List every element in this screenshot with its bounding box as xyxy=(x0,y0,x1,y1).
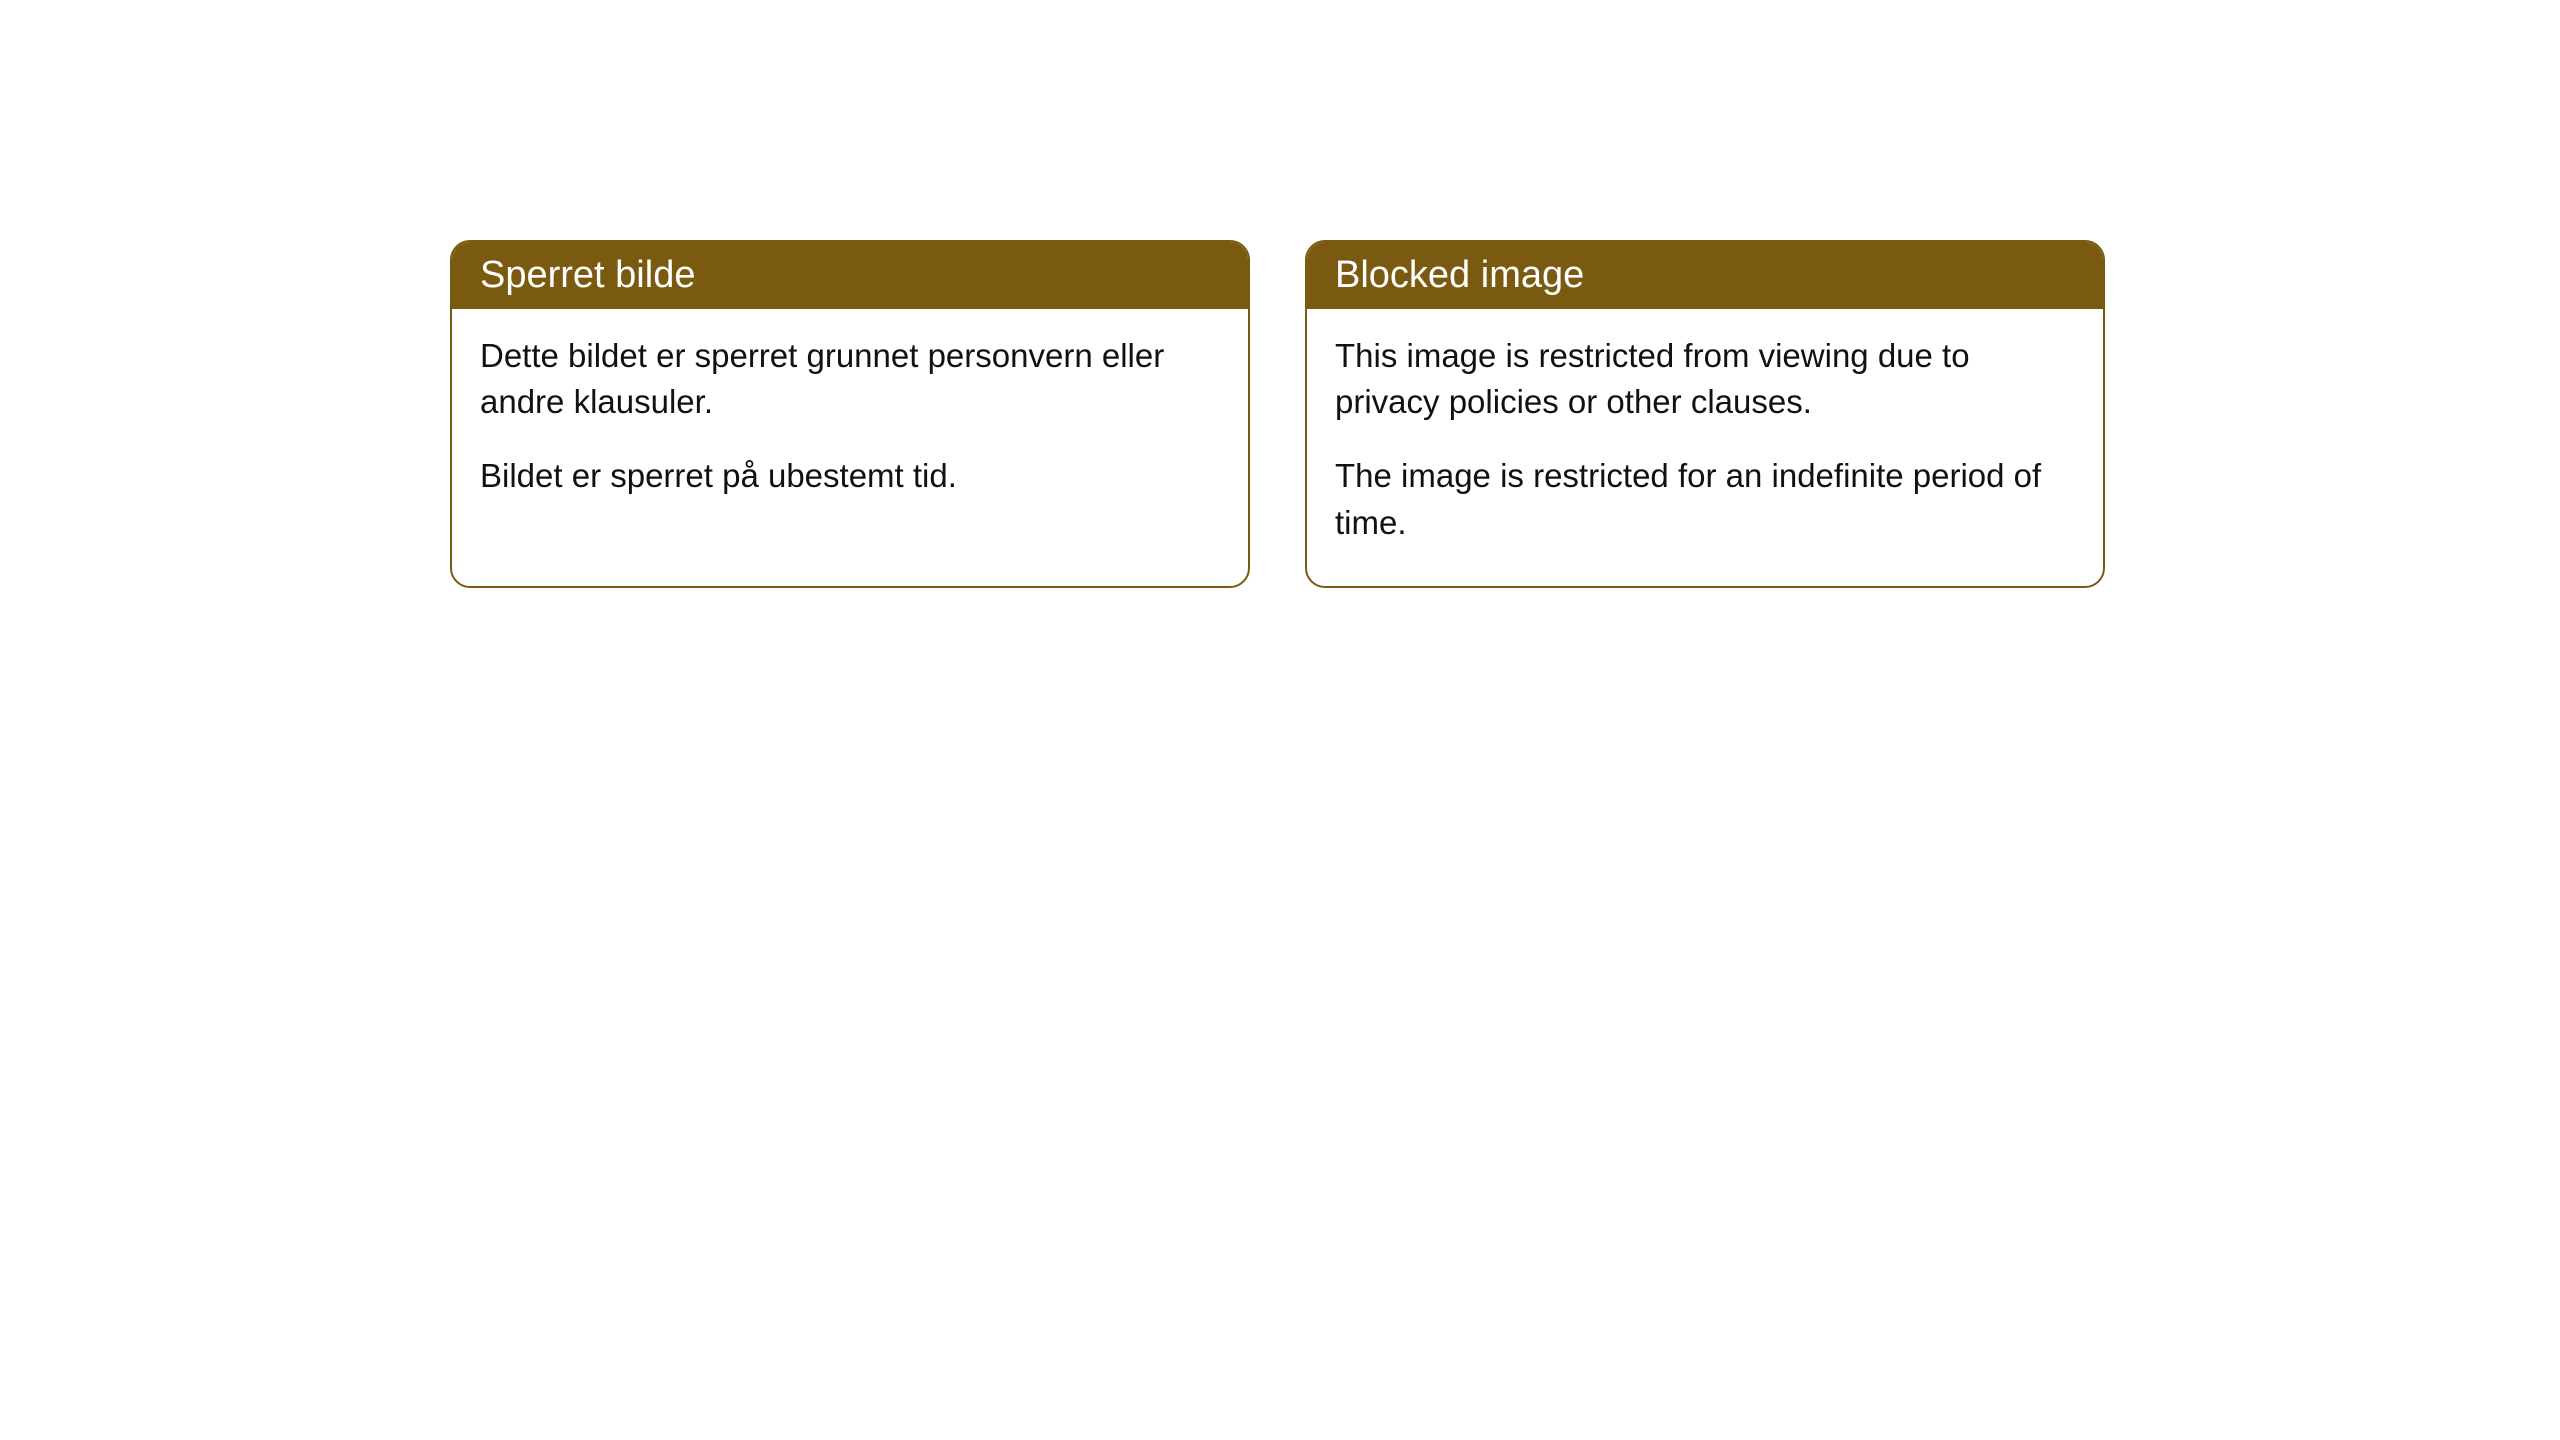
card-paragraph: Bildet er sperret på ubestemt tid. xyxy=(480,453,1220,499)
card-paragraph: This image is restricted from viewing du… xyxy=(1335,333,2075,425)
card-title: Blocked image xyxy=(1335,254,1584,296)
card-title: Sperret bilde xyxy=(480,254,695,296)
card-body: Dette bildet er sperret grunnet personve… xyxy=(452,309,1248,540)
blocked-image-card-en: Blocked image This image is restricted f… xyxy=(1305,240,2105,588)
card-header: Sperret bilde xyxy=(452,242,1248,309)
card-body: This image is restricted from viewing du… xyxy=(1307,309,2103,586)
card-paragraph: Dette bildet er sperret grunnet personve… xyxy=(480,333,1220,425)
card-paragraph: The image is restricted for an indefinit… xyxy=(1335,453,2075,545)
card-header: Blocked image xyxy=(1307,242,2103,309)
cards-container: Sperret bilde Dette bildet er sperret gr… xyxy=(450,240,2105,588)
blocked-image-card-no: Sperret bilde Dette bildet er sperret gr… xyxy=(450,240,1250,588)
